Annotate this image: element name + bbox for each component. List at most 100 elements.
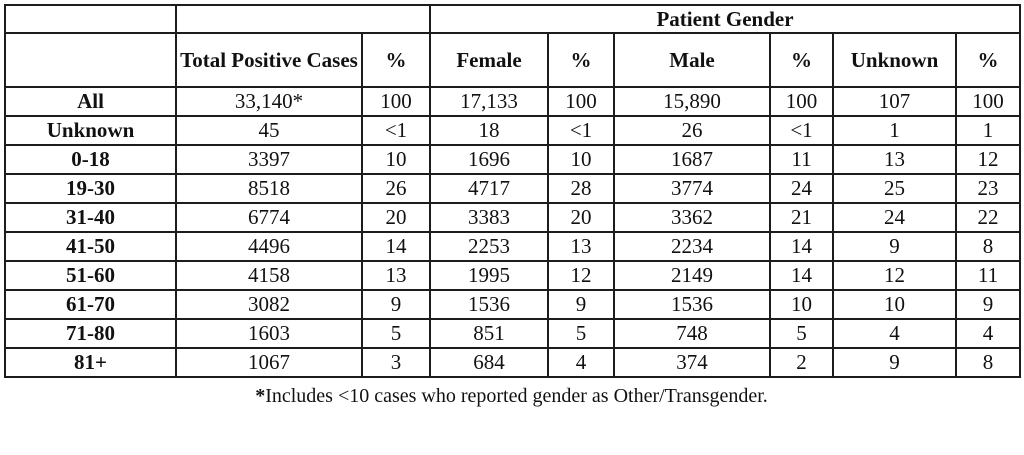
table-row-71-80: 71-80 1603 5 851 5 748 5 4 4 [4,318,1022,349]
row-label: 81+ [4,347,177,378]
data-cell: 9 [361,289,431,320]
row-label: 31-40 [4,202,177,233]
column-header-male-pct: % [769,32,834,88]
data-cell: 1536 [429,289,549,320]
data-cell: 14 [769,260,834,291]
data-cell: 1603 [175,318,363,349]
data-cell: 9 [547,289,615,320]
footnote-asterisk: * [255,385,266,407]
data-cell: 12 [954,144,1022,175]
data-cell: 13 [547,231,615,262]
data-cell: 11 [769,144,834,175]
data-cell: 45 [175,115,363,146]
data-cell: 9 [832,347,957,378]
table-row-all: All 33,140* 100 17,133 100 15,890 100 10… [4,86,1022,117]
data-cell: 3362 [613,202,771,233]
data-cell: 100 [769,86,834,117]
data-cell: 851 [429,318,549,349]
data-cell: 26 [613,115,771,146]
patient-gender-header: Patient Gender [428,4,1022,34]
row-label: 19-30 [4,173,177,204]
data-cell: 22 [954,202,1022,233]
data-cell: 23 [954,173,1022,204]
data-cell: 1536 [613,289,771,320]
data-cell: <1 [361,115,431,146]
data-cell: 18 [429,115,549,146]
data-cell: 10 [547,144,615,175]
data-cell: 1995 [429,260,549,291]
data-cell: 748 [613,318,771,349]
data-cell: 4496 [175,231,363,262]
data-cell: 15,890 [613,86,771,117]
row-label: All [4,86,177,117]
data-cell: 8 [954,347,1022,378]
data-cell: 9 [954,289,1022,320]
data-cell: 4158 [175,260,363,291]
data-cell: <1 [769,115,834,146]
row-label: 61-70 [4,289,177,320]
data-cell: 8518 [175,173,363,204]
column-header-unknown: Unknown [832,32,957,88]
data-cell: 10 [769,289,834,320]
data-cell: 2149 [613,260,771,291]
data-cell: 1067 [175,347,363,378]
data-cell: 20 [361,202,431,233]
blank-span-cell [175,4,431,34]
footnote: *Includes <10 cases who reported gender … [4,385,1019,408]
data-cell: 2 [769,347,834,378]
data-cell: 4717 [429,173,549,204]
data-cell: 3383 [429,202,549,233]
data-cell: 4 [547,347,615,378]
table-row-0-18: 0-18 3397 10 1696 10 1687 11 13 12 [4,144,1022,175]
data-cell: 17,133 [429,86,549,117]
data-cell: 4 [832,318,957,349]
data-cell: 1696 [429,144,549,175]
data-cell: 100 [361,86,431,117]
column-header-male: Male [613,32,771,88]
data-cell: 5 [769,318,834,349]
data-cell: 8 [954,231,1022,262]
column-header-unknown-pct: % [954,32,1022,88]
data-cell: 4 [954,318,1022,349]
data-cell: 1 [832,115,957,146]
table-row-19-30: 19-30 8518 26 4717 28 3774 24 25 23 [4,173,1022,204]
table-row-51-60: 51-60 4158 13 1995 12 2149 14 12 11 [4,260,1022,291]
table-row-81-plus: 81+ 1067 3 684 4 374 2 9 8 [4,347,1022,378]
data-cell: 100 [954,86,1022,117]
data-cell: 24 [832,202,957,233]
patient-gender-table: Patient Gender Total Positive Cases % Fe… [4,4,1022,378]
blank-header-cell [4,32,177,88]
data-cell: 12 [832,260,957,291]
column-header-total-pct: % [361,32,431,88]
data-cell: 14 [361,231,431,262]
row-label: 41-50 [4,231,177,262]
row-label: 71-80 [4,318,177,349]
data-cell: 10 [361,144,431,175]
data-cell: <1 [547,115,615,146]
data-cell: 13 [832,144,957,175]
data-cell: 1 [954,115,1022,146]
data-cell: 14 [769,231,834,262]
data-cell: 26 [361,173,431,204]
data-cell: 107 [832,86,957,117]
data-cell: 2234 [613,231,771,262]
data-cell: 3 [361,347,431,378]
row-label: Unknown [4,115,177,146]
column-header-female-pct: % [547,32,615,88]
data-cell: 28 [547,173,615,204]
data-cell: 11 [954,260,1022,291]
data-cell: 6774 [175,202,363,233]
row-label: 0-18 [4,144,177,175]
table-row-31-40: 31-40 6774 20 3383 20 3362 21 24 22 [4,202,1022,233]
data-cell: 3397 [175,144,363,175]
data-cell: 10 [832,289,957,320]
data-cell: 33,140* [175,86,363,117]
table-top-header-row: Patient Gender [4,4,1022,34]
table-column-header-row: Total Positive Cases % Female % Male % U… [4,32,1022,88]
data-cell: 24 [769,173,834,204]
data-cell: 13 [361,260,431,291]
data-cell: 3082 [175,289,363,320]
footnote-text: Includes <10 cases who reported gender a… [265,385,768,407]
data-cell: 20 [547,202,615,233]
